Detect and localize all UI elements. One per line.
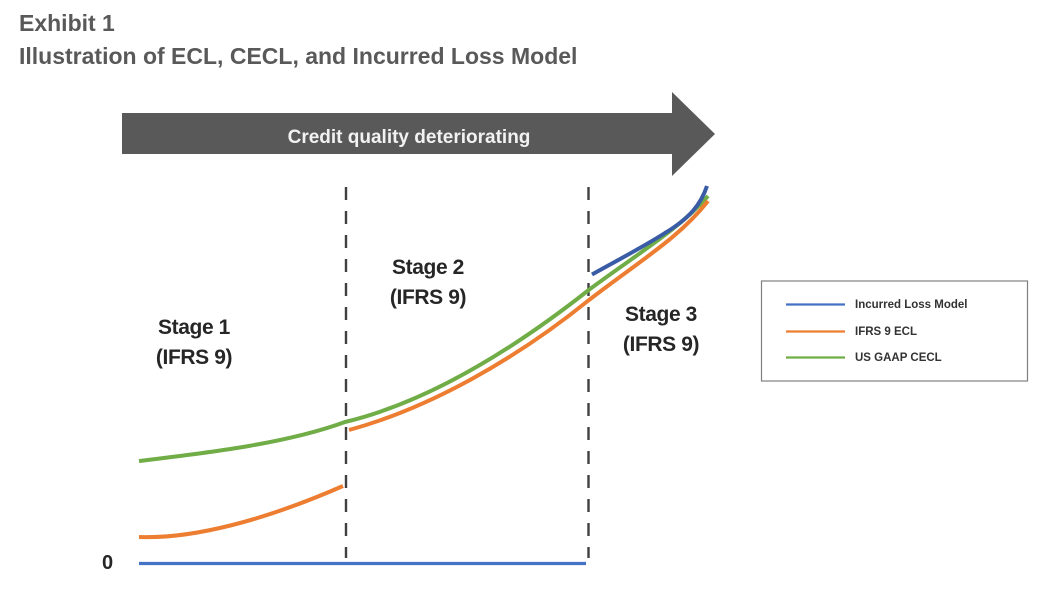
svg-text:Credit quality deteriorating: Credit quality deteriorating bbox=[288, 127, 531, 148]
